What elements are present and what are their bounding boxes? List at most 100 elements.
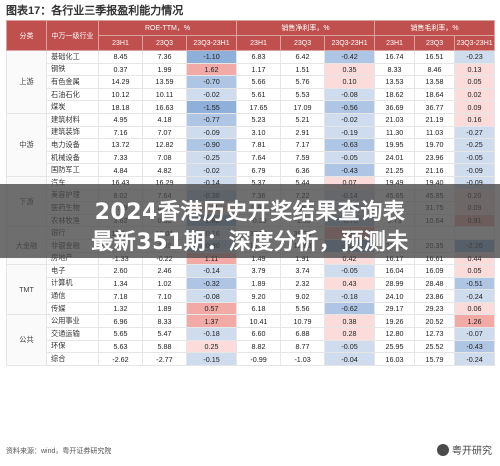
value-cell: 0.25 bbox=[185, 339, 238, 354]
industry-cell: 石油石化 bbox=[46, 87, 99, 102]
value-cell: 6.83 bbox=[236, 50, 282, 64]
source-note: 资料来源：wind，粤开证券研究院 bbox=[6, 448, 112, 455]
table-row: 计算机 1.34 1.02 -0.32 1.89 2.32 0.43 28.99 28.48 -0… bbox=[7, 276, 496, 291]
value-cell: 36.69 bbox=[374, 100, 416, 114]
value-cell: -0.19 bbox=[324, 125, 376, 140]
value-cell: -0.07 bbox=[454, 327, 496, 341]
value-cell: 1.17 bbox=[236, 62, 282, 77]
industry-cell: 建筑材料 bbox=[46, 112, 99, 127]
value-cell: 0.37 bbox=[98, 62, 143, 77]
value-cell: -0.04 bbox=[324, 352, 376, 366]
value-cell: -0.08 bbox=[185, 289, 238, 303]
industry-cell: 电子 bbox=[46, 264, 99, 278]
value-cell: 5.47 bbox=[142, 327, 187, 341]
value-cell: 4.84 bbox=[98, 163, 143, 177]
industry-cell: 煤炭 bbox=[46, 100, 99, 114]
value-cell: 14.29 bbox=[98, 75, 143, 89]
watermark-text: 粤开研究 bbox=[452, 446, 492, 457]
value-cell: 17.65 bbox=[236, 100, 282, 114]
industry-cell: 国防军工 bbox=[46, 163, 99, 177]
value-cell: -0.15 bbox=[185, 352, 238, 366]
industry-cell: 交通运输 bbox=[46, 327, 99, 341]
value-cell: 8.33 bbox=[142, 314, 187, 329]
industry-cell: 电力设备 bbox=[46, 138, 99, 152]
value-cell: 17.09 bbox=[280, 100, 326, 114]
value-cell: 0.10 bbox=[324, 75, 376, 89]
value-cell: 0.28 bbox=[324, 327, 376, 341]
table-row: 煤炭 18.18 16.63 -1.55 17.65 17.09 -0.56 36.69 36.… bbox=[7, 100, 496, 114]
value-cell: -0.51 bbox=[454, 276, 496, 291]
value-cell: 6.60 bbox=[236, 327, 282, 341]
table-row: 中游 建筑材料 4.95 4.18 -0.77 5.23 5.21 -0.02 21.03 21.… bbox=[6, 112, 496, 177]
value-cell: 7.08 bbox=[142, 150, 187, 165]
value-cell: -1.03 bbox=[280, 352, 326, 366]
value-cell: 7.16 bbox=[98, 125, 143, 140]
sector-cell: 中游 bbox=[6, 112, 47, 177]
subheader: 23Q3 bbox=[280, 35, 326, 51]
value-cell: 0.38 bbox=[324, 314, 376, 329]
value-cell: 23.96 bbox=[414, 150, 456, 165]
value-cell: 8.45 bbox=[98, 50, 143, 64]
value-cell: -2.62 bbox=[98, 352, 143, 366]
value-cell: 5.21 bbox=[280, 112, 326, 127]
value-cell: 1.89 bbox=[142, 301, 187, 316]
value-cell: -0.23 bbox=[454, 50, 496, 64]
value-cell: 13.59 bbox=[142, 75, 187, 89]
industry-cell: 公用事业 bbox=[46, 314, 99, 329]
subheader: 23Q3-23H1 bbox=[324, 35, 376, 51]
value-cell: 0.05 bbox=[454, 264, 496, 278]
value-cell: 1.02 bbox=[142, 276, 187, 291]
value-cell: -0.77 bbox=[185, 112, 238, 127]
subheader: 23Q3-23H1 bbox=[185, 35, 238, 51]
industry-cell: 基础化工 bbox=[46, 50, 99, 64]
value-cell: 2.60 bbox=[98, 264, 143, 278]
value-cell: -0.43 bbox=[324, 163, 376, 177]
value-cell: 0.35 bbox=[324, 62, 376, 77]
value-cell: 7.81 bbox=[236, 138, 282, 152]
value-cell: -0.05 bbox=[324, 264, 376, 278]
value-cell: 21.03 bbox=[374, 112, 416, 127]
value-cell: 24.10 bbox=[374, 289, 416, 303]
value-cell: 5.53 bbox=[280, 87, 326, 102]
subheader: 23H1 bbox=[374, 35, 416, 51]
value-cell: -0.42 bbox=[324, 50, 376, 64]
value-cell: 0.02 bbox=[454, 87, 496, 102]
value-cell: 20.52 bbox=[414, 314, 456, 329]
value-cell: 8.46 bbox=[414, 62, 456, 77]
value-cell: 10.41 bbox=[236, 314, 282, 329]
value-cell: 1.34 bbox=[98, 276, 143, 291]
value-cell: -0.05 bbox=[324, 150, 376, 165]
value-cell: 2.46 bbox=[142, 264, 187, 278]
table-row: 建筑装饰 7.16 7.07 -0.09 3.10 2.91 -0.19 11.30 11.03… bbox=[7, 125, 496, 140]
value-cell: 7.59 bbox=[280, 150, 326, 165]
industry-cell: 机械设备 bbox=[46, 150, 99, 165]
value-cell: -0.62 bbox=[324, 301, 376, 316]
value-cell: 8.33 bbox=[374, 62, 416, 77]
value-cell: 13.58 bbox=[414, 75, 456, 89]
value-cell: 4.18 bbox=[142, 112, 187, 127]
value-cell: 11.30 bbox=[374, 125, 416, 140]
header-industry: 中万一级行业 bbox=[46, 20, 99, 51]
value-cell: 0.57 bbox=[185, 301, 238, 316]
subheader: 23H1 bbox=[236, 35, 282, 51]
value-cell: -0.02 bbox=[185, 163, 238, 177]
value-cell: 8.77 bbox=[280, 339, 326, 354]
value-cell: 13.53 bbox=[374, 75, 416, 89]
value-cell: 4.95 bbox=[98, 112, 143, 127]
value-cell: -1.55 bbox=[185, 100, 238, 114]
value-cell: 5.65 bbox=[98, 327, 143, 341]
value-cell: 5.76 bbox=[280, 75, 326, 89]
value-cell: 16.74 bbox=[374, 50, 416, 64]
value-cell: 3.10 bbox=[236, 125, 282, 140]
value-cell: 3.74 bbox=[280, 264, 326, 278]
value-cell: 4.82 bbox=[142, 163, 187, 177]
watermark: 粤开研究 bbox=[437, 442, 492, 457]
table-row: 传媒 1.32 1.89 0.57 6.18 5.56 -0.62 29.17 29.23 0.0… bbox=[7, 301, 496, 316]
value-cell: 24.01 bbox=[374, 150, 416, 165]
value-cell: 19.26 bbox=[374, 314, 416, 329]
value-cell: 9.02 bbox=[280, 289, 326, 303]
value-cell: 8.82 bbox=[236, 339, 282, 354]
value-cell: 5.61 bbox=[236, 87, 282, 102]
subheader: 23Q3 bbox=[414, 35, 456, 51]
figure-title: 图表17：各行业三季报盈利能力情况 bbox=[6, 5, 184, 17]
